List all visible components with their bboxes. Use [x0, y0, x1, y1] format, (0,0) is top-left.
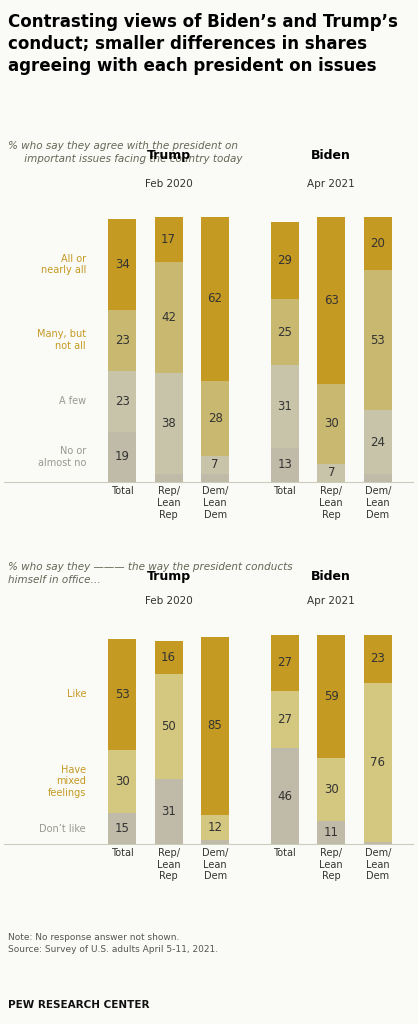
- Text: All or
nearly all: All or nearly all: [41, 254, 86, 275]
- Text: Trump: Trump: [147, 569, 191, 583]
- Text: Don’t like: Don’t like: [39, 823, 86, 834]
- Text: Total: Total: [111, 486, 134, 497]
- Text: Biden: Biden: [311, 150, 351, 162]
- Text: Contrasting views of Biden’s and Trump’s
conduct; smaller differences in shares
: Contrasting views of Biden’s and Trump’s…: [8, 13, 398, 75]
- Text: Rep/
Lean
Rep: Rep/ Lean Rep: [157, 486, 181, 519]
- Text: PEW RESEARCH CENTER: PEW RESEARCH CENTER: [8, 999, 150, 1010]
- Text: Rep/
Lean
Rep: Rep/ Lean Rep: [157, 848, 181, 882]
- Text: No or
almost no: No or almost no: [38, 446, 86, 468]
- Text: Dem/
Lean
Dem: Dem/ Lean Dem: [364, 848, 391, 882]
- Text: Many, but
not all: Many, but not all: [37, 330, 86, 351]
- Text: Apr 2021: Apr 2021: [307, 178, 355, 188]
- Text: Rep/
Lean
Rep: Rep/ Lean Rep: [319, 848, 343, 882]
- Text: % who say they ——— the way the president conducts
himself in office…: % who say they ——— the way the president…: [8, 562, 293, 586]
- Text: Have
mixed
feelings: Have mixed feelings: [48, 765, 86, 798]
- Text: Total: Total: [273, 848, 296, 858]
- Text: Apr 2021: Apr 2021: [307, 596, 355, 605]
- Text: Feb 2020: Feb 2020: [145, 596, 193, 605]
- Text: Rep/
Lean
Rep: Rep/ Lean Rep: [319, 486, 343, 519]
- Text: Trump: Trump: [147, 150, 191, 162]
- Text: Biden: Biden: [311, 569, 351, 583]
- Text: Dem/
Lean
Dem: Dem/ Lean Dem: [202, 486, 228, 519]
- Text: Total: Total: [111, 848, 134, 858]
- Text: Like: Like: [66, 689, 86, 699]
- Text: Dem/
Lean
Dem: Dem/ Lean Dem: [202, 848, 228, 882]
- Text: Feb 2020: Feb 2020: [145, 178, 193, 188]
- Text: Note: No response answer not shown.
Source: Survey of U.S. adults April 5-11, 20: Note: No response answer not shown. Sour…: [8, 934, 218, 954]
- Text: A few: A few: [59, 396, 86, 407]
- Text: % who say they agree with the president on
     important issues facing the coun: % who say they agree with the president …: [8, 140, 243, 164]
- Text: Dem/
Lean
Dem: Dem/ Lean Dem: [364, 486, 391, 519]
- Text: Total: Total: [273, 486, 296, 497]
